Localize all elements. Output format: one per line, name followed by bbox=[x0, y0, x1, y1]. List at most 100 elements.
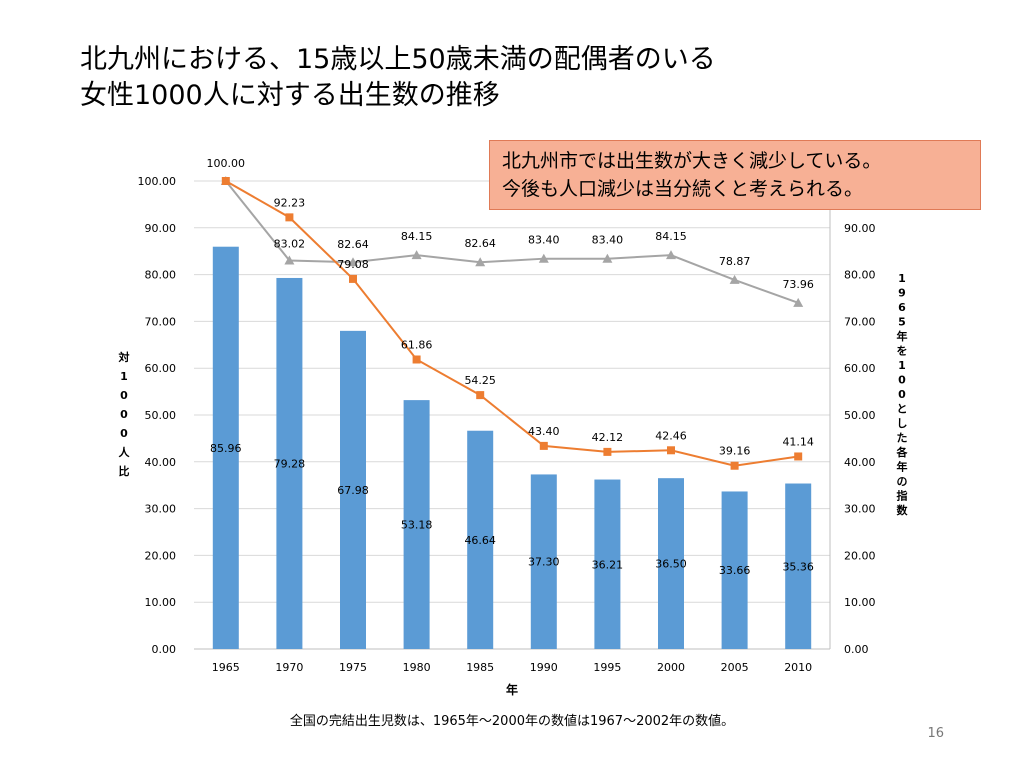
y-axis-title-right-char: 0 bbox=[898, 374, 906, 387]
y-tick-label-right: 0.00 bbox=[844, 643, 869, 656]
bar bbox=[467, 430, 494, 649]
series-line-gray bbox=[225, 180, 799, 304]
title-line-2: 女性1000人に対する出生数の推移 bbox=[80, 80, 500, 111]
y-axis-title-left-char: 1 bbox=[120, 370, 128, 383]
bar-data-label: 53.18 bbox=[401, 519, 433, 532]
y-axis-title-right-char: 年 bbox=[897, 329, 908, 343]
y-tick-label-left: 50.00 bbox=[145, 409, 177, 422]
callout-line-1: 北九州市では出生数が大きく減少している。 bbox=[502, 150, 882, 172]
orange-square-marker bbox=[285, 213, 294, 222]
y-tick-label-left: 100.00 bbox=[138, 175, 177, 188]
orange-square-marker bbox=[221, 177, 230, 185]
y-axis-title-right-char: 9 bbox=[898, 287, 906, 300]
bar bbox=[785, 483, 812, 649]
y-tick-label-right: 40.00 bbox=[844, 456, 876, 469]
orange-square-marker bbox=[667, 446, 675, 455]
gray-data-label: 83.40 bbox=[528, 234, 560, 247]
y-tick-label-right: 20.00 bbox=[844, 549, 876, 562]
bar-data-label: 67.98 bbox=[337, 484, 369, 497]
title-line-1: 北九州における、15歳以上50歳未満の配偶者のいる bbox=[80, 44, 716, 75]
gray-triangle-marker bbox=[666, 250, 676, 260]
y-axis-title-left-char: 0 bbox=[120, 408, 128, 421]
y-axis-title-right-char: 指 bbox=[897, 489, 908, 503]
x-tick-label: 2010 bbox=[784, 661, 812, 674]
bar-data-label: 36.50 bbox=[655, 558, 687, 571]
y-axis-title-left-char: 人 bbox=[119, 445, 131, 459]
y-axis-title-right-char: 1 bbox=[898, 272, 906, 285]
bar bbox=[403, 400, 430, 649]
orange-square-marker bbox=[730, 461, 739, 470]
y-tick-label-left: 80.00 bbox=[145, 269, 177, 282]
orange-data-label: 43.40 bbox=[528, 425, 560, 438]
bar-data-label: 37.30 bbox=[528, 556, 560, 569]
y-tick-label-left: 70.00 bbox=[145, 315, 177, 328]
orange-data-label: 61.86 bbox=[401, 338, 433, 351]
y-axis-title-right-char: の bbox=[897, 475, 908, 488]
x-tick-label: 2000 bbox=[657, 661, 685, 674]
y-tick-label-left: 0.00 bbox=[152, 643, 177, 656]
orange-data-label: 42.46 bbox=[655, 429, 687, 442]
y-axis-title-left-char: 0 bbox=[120, 427, 128, 440]
y-tick-label-right: 70.00 bbox=[844, 315, 876, 328]
x-tick-label: 1980 bbox=[403, 661, 431, 674]
gray-triangle-marker bbox=[284, 255, 295, 265]
gray-data-label: 82.64 bbox=[337, 238, 369, 251]
gray-triangle-marker bbox=[729, 274, 740, 284]
y-tick-label-right: 60.00 bbox=[844, 362, 876, 375]
orange-data-label: 54.25 bbox=[464, 374, 496, 387]
y-tick-label-right: 30.00 bbox=[844, 503, 876, 516]
orange-data-label: 42.12 bbox=[592, 431, 624, 444]
bar-data-label: 79.28 bbox=[274, 457, 306, 470]
gray-data-label: 73.96 bbox=[782, 278, 814, 291]
bar bbox=[530, 474, 557, 649]
gray-triangle-marker bbox=[538, 253, 549, 263]
series-line-orange bbox=[225, 180, 799, 467]
orange-square-marker bbox=[539, 441, 548, 450]
bar bbox=[340, 330, 366, 649]
x-tick-label: 1990 bbox=[530, 661, 558, 674]
x-tick-label: 1985 bbox=[466, 661, 494, 674]
bar-data-label: 36.21 bbox=[592, 558, 624, 571]
gray-data-label: 84.15 bbox=[655, 230, 687, 243]
gray-data-label: 84.15 bbox=[401, 230, 433, 243]
bar bbox=[594, 479, 621, 649]
bar bbox=[658, 478, 684, 649]
orange-data-label: 79.08 bbox=[337, 258, 369, 271]
callout-line-2: 今後も人口減少は当分続くと考えられる。 bbox=[502, 178, 864, 200]
gray-triangle-marker bbox=[348, 257, 358, 267]
page-number: 16 bbox=[927, 726, 944, 741]
gray-data-label: 83.40 bbox=[592, 234, 624, 247]
x-tick-label: 1975 bbox=[339, 661, 367, 674]
y-axis-title-right-char: を bbox=[897, 345, 908, 358]
y-axis-title-right-char: と bbox=[897, 403, 908, 416]
y-tick-label-left: 30.00 bbox=[145, 503, 177, 516]
orange-data-label: 100.00 bbox=[207, 157, 246, 170]
orange-square-marker bbox=[349, 274, 357, 283]
y-axis-title-right-char: た bbox=[897, 432, 908, 445]
y-axis-title-right-char: 0 bbox=[898, 388, 906, 401]
gray-data-label: 83.02 bbox=[274, 237, 306, 250]
y-tick-label-right: 50.00 bbox=[844, 409, 876, 422]
x-tick-label: 2005 bbox=[721, 661, 749, 674]
y-tick-label-left: 10.00 bbox=[145, 596, 177, 609]
bar bbox=[276, 277, 303, 649]
y-tick-label-right: 90.00 bbox=[844, 222, 876, 235]
y-axis-title-right-char: 6 bbox=[898, 301, 906, 314]
y-axis-title-right-char: 年 bbox=[897, 460, 908, 474]
bar bbox=[212, 246, 239, 649]
orange-square-marker bbox=[476, 391, 485, 400]
slide-title: 北九州における、15歳以上50歳未満の配偶者のいる 女性1000人に対する出生数… bbox=[80, 42, 716, 114]
callout-box: 北九州市では出生数が大きく減少している。 今後も人口減少は当分続くと考えられる。 bbox=[489, 140, 981, 210]
gray-data-label: 78.87 bbox=[719, 255, 751, 268]
orange-data-label: 39.16 bbox=[719, 445, 751, 458]
bar-data-label: 85.96 bbox=[210, 442, 242, 455]
x-tick-label: 1995 bbox=[593, 661, 621, 674]
y-tick-label-left: 20.00 bbox=[145, 549, 177, 562]
orange-data-label: 41.14 bbox=[782, 435, 814, 448]
y-axis-title-right-char: 各 bbox=[896, 445, 909, 459]
gray-triangle-marker bbox=[475, 257, 486, 267]
y-tick-label-left: 90.00 bbox=[145, 222, 177, 235]
x-axis-title: 年 bbox=[506, 682, 518, 697]
bar-data-label: 35.36 bbox=[782, 560, 814, 573]
